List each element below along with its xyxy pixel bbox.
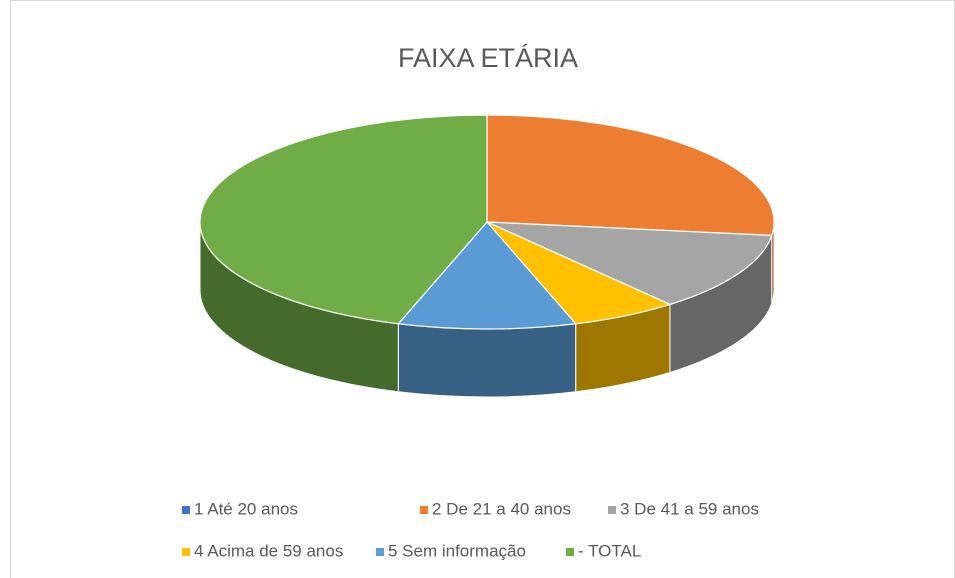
legend-marker: [420, 506, 428, 514]
legend-marker: [182, 548, 190, 556]
slice: [397, 221, 577, 330]
legend-label: 4 Acima de 59 anos: [194, 541, 343, 560]
slice-side: [397, 323, 577, 398]
legend-label: 5 Sem informação: [388, 541, 526, 560]
legend-label: 1 Até 20 anos: [194, 499, 298, 518]
legend-marker: [608, 506, 616, 514]
chart-title: FAIXA ETÁRIA: [398, 43, 578, 73]
slice: [199, 114, 488, 325]
slice: [486, 221, 773, 306]
legend-marker: [376, 548, 384, 556]
legend-label: 3 De 41 a 59 anos: [620, 499, 759, 518]
legend-marker: [182, 506, 190, 514]
legend-label: 2 De 21 a 40 anos: [432, 499, 571, 518]
slice: [486, 114, 775, 237]
legend-marker: [566, 548, 574, 556]
legend-label: - TOTAL: [578, 541, 641, 560]
